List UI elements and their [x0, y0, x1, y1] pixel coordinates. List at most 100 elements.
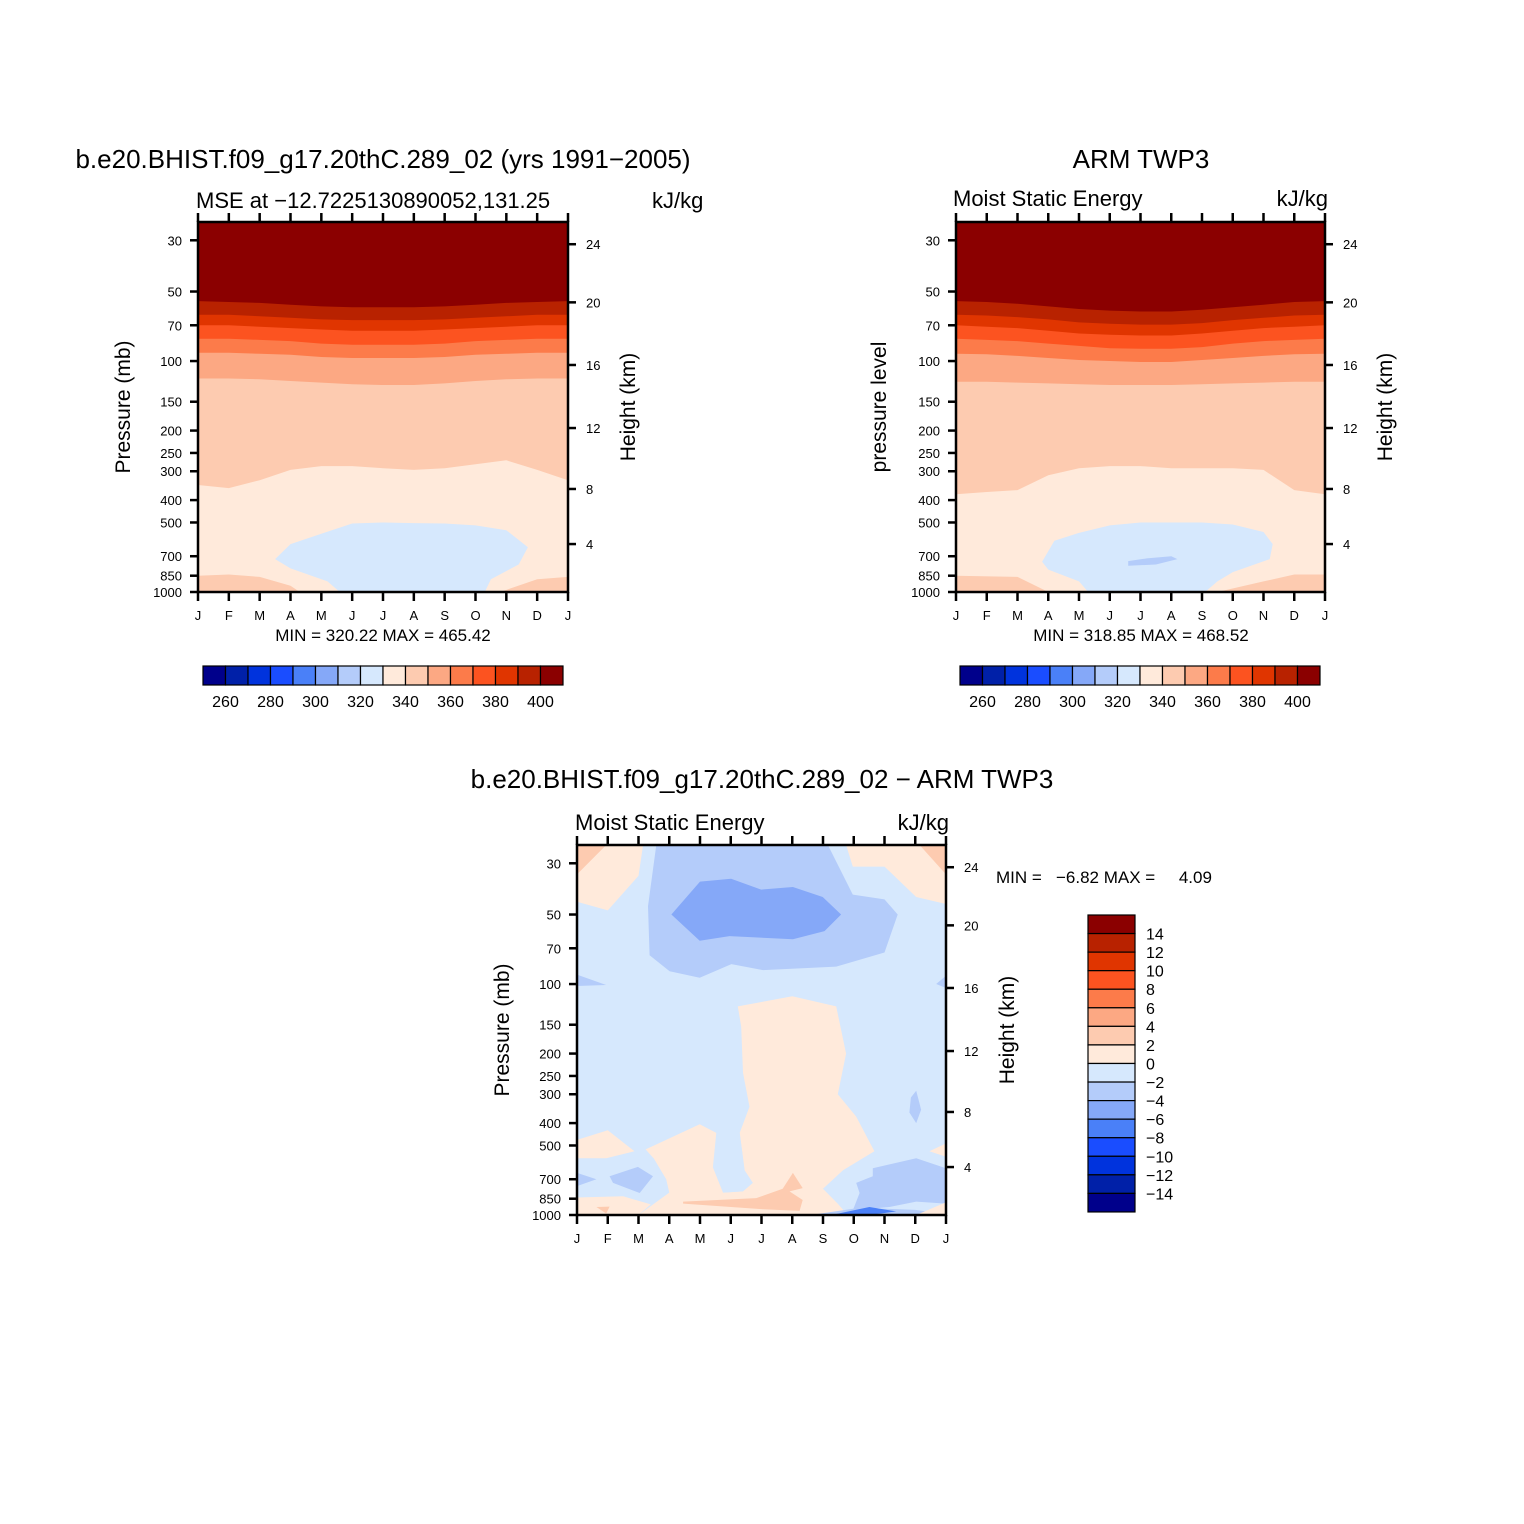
x-tick-label: A: [1167, 608, 1176, 623]
pressure-tick-label: 250: [539, 1069, 561, 1084]
contour-region: [936, 975, 946, 988]
panel3-ylabel-left: Pressure (mb): [491, 963, 514, 1096]
contour-region: [916, 1202, 946, 1215]
colorbar-box: [1087, 914, 1136, 935]
colorbar-box: [1087, 1081, 1136, 1102]
x-tick-label: J: [1322, 608, 1329, 623]
panel2-subtitle-left: Moist Static Energy: [953, 186, 1143, 211]
pressure-tick-label: 250: [160, 446, 182, 461]
x-tick-label: J: [728, 1231, 735, 1246]
height-tick-label: 20: [964, 918, 978, 933]
x-tick-label: M: [1012, 608, 1023, 623]
colorbar-box: [1087, 988, 1136, 1009]
pressure-tick-label: 200: [539, 1047, 561, 1062]
colorbar-box: [1049, 665, 1074, 686]
x-tick-label: J: [574, 1231, 581, 1246]
panel1-subtitle-left: MSE at −12.7225130890052,131.25: [196, 188, 550, 213]
colorbar-box: [1071, 665, 1096, 686]
contour-region: [577, 1196, 651, 1215]
contour-region: [956, 575, 1049, 592]
pressure-tick-label: 150: [539, 1018, 561, 1033]
colorbar-label: −12: [1146, 1168, 1173, 1185]
colorbar-label: 280: [1014, 694, 1041, 711]
panel2-minmax: MIN = 318.85 MAX = 468.52: [1033, 626, 1248, 645]
colorbar-box: [224, 665, 249, 686]
colorbar-label: −4: [1146, 1094, 1164, 1111]
colorbar-label: 300: [302, 694, 329, 711]
contour-region: [919, 845, 946, 875]
pressure-tick-label: 1000: [153, 585, 182, 600]
colorbar-label: 2: [1146, 1038, 1155, 1055]
x-tick-label: J: [1137, 608, 1144, 623]
colorbar-box: [247, 665, 272, 686]
height-tick-label: 24: [586, 237, 600, 252]
pressure-tick-label: 200: [918, 424, 940, 439]
pressure-tick-label: 50: [168, 285, 182, 300]
colorbar-label: 320: [1104, 694, 1131, 711]
colorbar-box: [314, 665, 339, 686]
pressure-tick-label: 300: [918, 464, 940, 479]
x-tick-label: S: [1198, 608, 1207, 623]
contour-region: [500, 576, 568, 592]
height-tick-label: 20: [1343, 295, 1357, 310]
colorbar-box: [959, 665, 984, 686]
x-tick-label: A: [286, 608, 295, 623]
x-tick-label: A: [788, 1231, 797, 1246]
height-tick-label: 8: [964, 1105, 971, 1120]
x-tick-label: D: [911, 1231, 920, 1246]
contour-region: [577, 845, 644, 911]
colorbar-box: [1087, 970, 1136, 990]
x-tick-label: F: [604, 1231, 612, 1246]
colorbar-label: 320: [347, 694, 374, 711]
colorbar-box: [1087, 1118, 1136, 1139]
pressure-tick-label: 850: [918, 569, 940, 584]
colorbar-box: [472, 665, 497, 686]
colorbar-box: [1087, 1099, 1136, 1120]
colorbar-box: [1087, 1192, 1136, 1213]
panel2-title: ARM TWP3: [1073, 144, 1210, 174]
colorbar-label: 360: [1194, 694, 1221, 711]
x-tick-label: A: [1044, 608, 1053, 623]
pressure-tick-label: 100: [160, 354, 182, 369]
pressure-tick-label: 70: [926, 318, 940, 333]
panel2-ylabel-left: pressure level: [868, 342, 891, 473]
contour-region: [1042, 522, 1273, 592]
height-tick-label: 24: [1343, 237, 1357, 252]
colorbar-box: [449, 665, 474, 686]
pressure-tick-label: 70: [547, 941, 561, 956]
colorbar-box: [1251, 665, 1276, 686]
contour-region: [737, 996, 875, 1192]
panel3-contours: [577, 845, 946, 1215]
colorbar-label: 4: [1146, 1019, 1155, 1036]
panel3-ylabel-right: Height (km): [996, 976, 1019, 1085]
contour-region: [683, 1172, 803, 1211]
contour-region: [577, 845, 607, 875]
pressure-tick-label: 500: [160, 515, 182, 530]
colorbar-box: [202, 665, 227, 686]
colorbar-label: 380: [482, 694, 509, 711]
contour-region: [1217, 574, 1325, 592]
colorbar-label: 360: [437, 694, 464, 711]
panel2-subtitle-right: kJ/kg: [1277, 186, 1328, 211]
x-tick-label: J: [565, 608, 572, 623]
x-tick-label: F: [225, 608, 233, 623]
contour-region: [712, 1132, 745, 1193]
panel2-ylabel-right: Height (km): [1374, 353, 1397, 462]
colorbar-box: [1274, 665, 1299, 686]
height-tick-label: 16: [586, 358, 600, 373]
colorbar-box: [981, 665, 1006, 686]
colorbar-label: 0: [1146, 1056, 1155, 1073]
x-tick-label: J: [1107, 608, 1114, 623]
colorbar-box: [1184, 665, 1209, 686]
contour-region: [909, 1090, 922, 1124]
colorbar-label: 340: [392, 694, 419, 711]
colorbar-box: [1161, 665, 1186, 686]
pressure-tick-label: 850: [160, 569, 182, 584]
x-tick-label: M: [254, 608, 265, 623]
contour-region: [846, 845, 946, 904]
pressure-tick-label: 50: [547, 908, 561, 923]
x-tick-label: N: [880, 1231, 889, 1246]
height-tick-label: 4: [1343, 537, 1350, 552]
colorbar-box: [337, 665, 362, 686]
